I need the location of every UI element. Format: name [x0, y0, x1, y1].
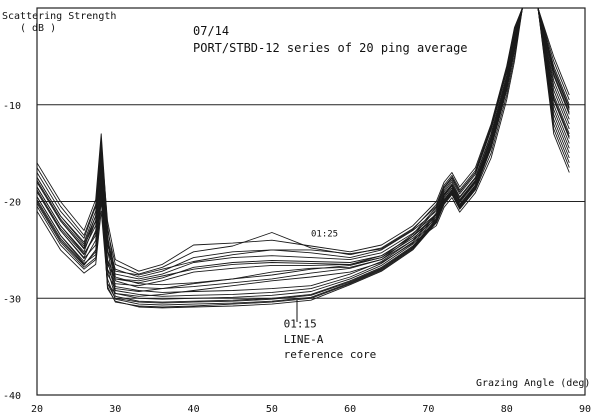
y-tick-labels: -10 -20 -30 -40	[3, 101, 21, 402]
y-tick-label: -40	[3, 391, 21, 402]
x-tick-label: 50	[266, 404, 278, 415]
series-line	[36, 7, 570, 276]
y-axis-label-line1: Scattering Strength	[2, 11, 116, 22]
chart-title-line2: PORT/STBD-12 series of 20 ping average	[193, 41, 468, 55]
annotation-label: 01:25	[311, 229, 338, 239]
x-axis-label: Grazing Angle (deg)	[476, 378, 590, 389]
x-tick-label: 80	[501, 404, 513, 415]
data-series	[36, 7, 570, 309]
x-tick-label: 60	[344, 404, 356, 415]
y-tick-label: -10	[3, 101, 21, 112]
x-tick-label: 20	[31, 404, 43, 415]
series-line	[36, 7, 570, 290]
x-tick-label: 30	[109, 404, 121, 415]
x-tick-label: 40	[188, 404, 200, 415]
annotations: 01:25 01:15 LINE-A reference core	[284, 229, 377, 361]
y-tick-label: -20	[3, 198, 21, 209]
y-tick-label: -30	[3, 294, 21, 305]
annotation-label: reference core	[284, 348, 377, 361]
x-tick-label: 70	[422, 404, 434, 415]
x-tick-label: 90	[579, 404, 591, 415]
series-line	[36, 7, 570, 282]
annotation-label: LINE-A	[284, 333, 324, 346]
y-axis-label-line2: ( dB )	[20, 23, 56, 34]
series-line	[36, 7, 570, 308]
chart-title-line1: 07/14	[193, 24, 229, 38]
x-tick-labels: 20 30 40 50 60 70 80 90	[31, 404, 591, 415]
annotation-label: 01:15	[284, 317, 317, 330]
